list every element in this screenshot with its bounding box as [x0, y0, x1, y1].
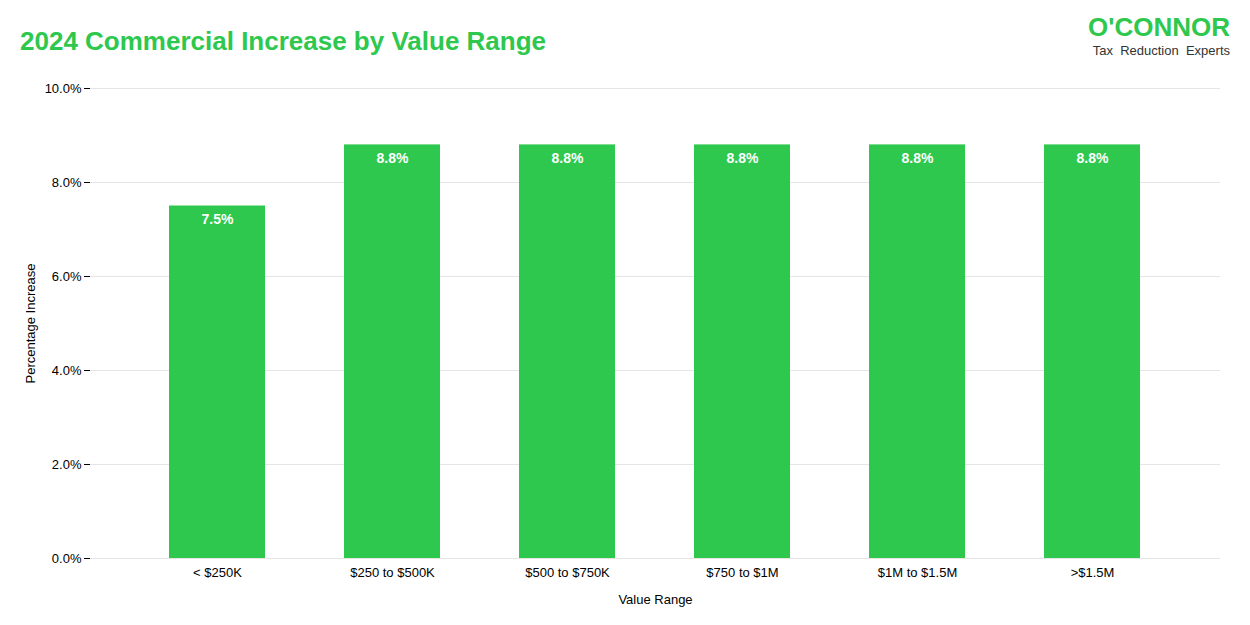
svg-text:8.8%: 8.8%: [552, 150, 584, 166]
svg-text:0.0%: 0.0%: [52, 551, 82, 566]
svg-text:8.8%: 8.8%: [1077, 150, 1109, 166]
svg-text:$1M to $1.5M: $1M to $1.5M: [878, 565, 958, 580]
svg-text:$250 to $500K: $250 to $500K: [350, 565, 435, 580]
svg-text:$500 to $750K: $500 to $750K: [525, 565, 610, 580]
svg-text:2.0%: 2.0%: [52, 457, 82, 472]
html-text:Tax Reduction Experts: Tax Reduction Experts: [1092, 43, 1230, 58]
html-text:O'CONNOR: O'CONNOR: [1088, 12, 1230, 42]
html-text:2024 Commercial Increase by Va: 2024 Commercial Increase by Value Range: [20, 26, 547, 56]
svg-text:10.0%: 10.0%: [45, 81, 82, 96]
svg-text:$750 to $1M: $750 to $1M: [706, 565, 778, 580]
svg-text:>$1.5M: >$1.5M: [1071, 565, 1115, 580]
svg-text:6.0%: 6.0%: [52, 269, 82, 284]
svg-text:8.8%: 8.8%: [727, 150, 759, 166]
svg-text:Percentage Increase: Percentage Increase: [23, 264, 38, 384]
svg-text:8.8%: 8.8%: [902, 150, 934, 166]
svg-text:8.0%: 8.0%: [52, 175, 82, 190]
svg-text:7.5%: 7.5%: [202, 211, 234, 227]
svg-text:Value Range: Value Range: [618, 592, 692, 607]
svg-text:< $250K: < $250K: [193, 565, 242, 580]
svg-text:8.8%: 8.8%: [377, 150, 409, 166]
svg-text:4.0%: 4.0%: [52, 363, 82, 378]
